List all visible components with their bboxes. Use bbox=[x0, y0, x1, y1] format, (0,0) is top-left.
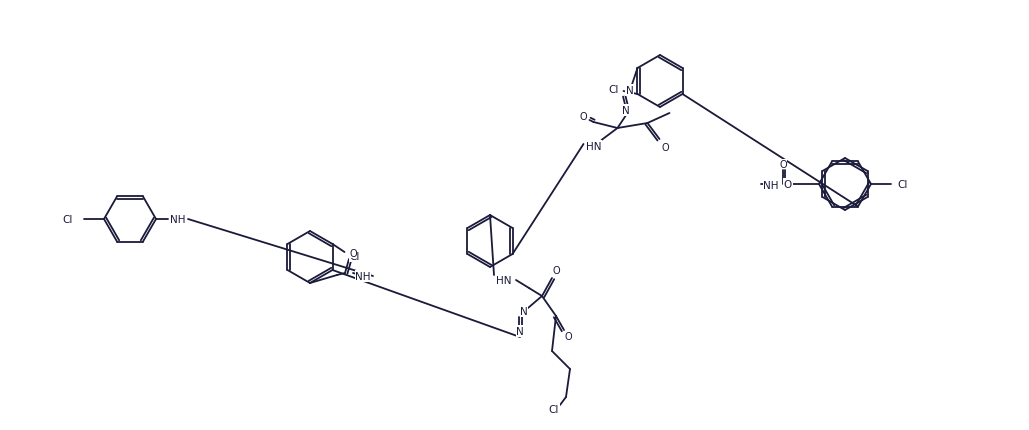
Text: N: N bbox=[517, 326, 524, 336]
Text: NH: NH bbox=[764, 181, 779, 190]
Text: Cl: Cl bbox=[898, 180, 909, 190]
Text: Cl: Cl bbox=[548, 404, 559, 414]
Text: O: O bbox=[784, 180, 792, 190]
Text: O: O bbox=[349, 249, 357, 258]
Text: N: N bbox=[520, 306, 528, 316]
Text: O: O bbox=[779, 160, 787, 169]
Text: O: O bbox=[662, 143, 669, 153]
Text: Cl: Cl bbox=[608, 85, 618, 95]
Text: HN: HN bbox=[586, 141, 601, 152]
Text: HN: HN bbox=[496, 275, 511, 286]
Text: Cl: Cl bbox=[349, 252, 360, 261]
Text: O: O bbox=[564, 331, 572, 341]
Text: O: O bbox=[579, 112, 588, 122]
Text: N: N bbox=[622, 106, 630, 116]
Text: Cl: Cl bbox=[63, 215, 73, 224]
Text: NH: NH bbox=[170, 215, 186, 224]
Text: O: O bbox=[553, 265, 560, 275]
Text: N: N bbox=[626, 86, 634, 96]
Text: NH: NH bbox=[355, 271, 370, 281]
